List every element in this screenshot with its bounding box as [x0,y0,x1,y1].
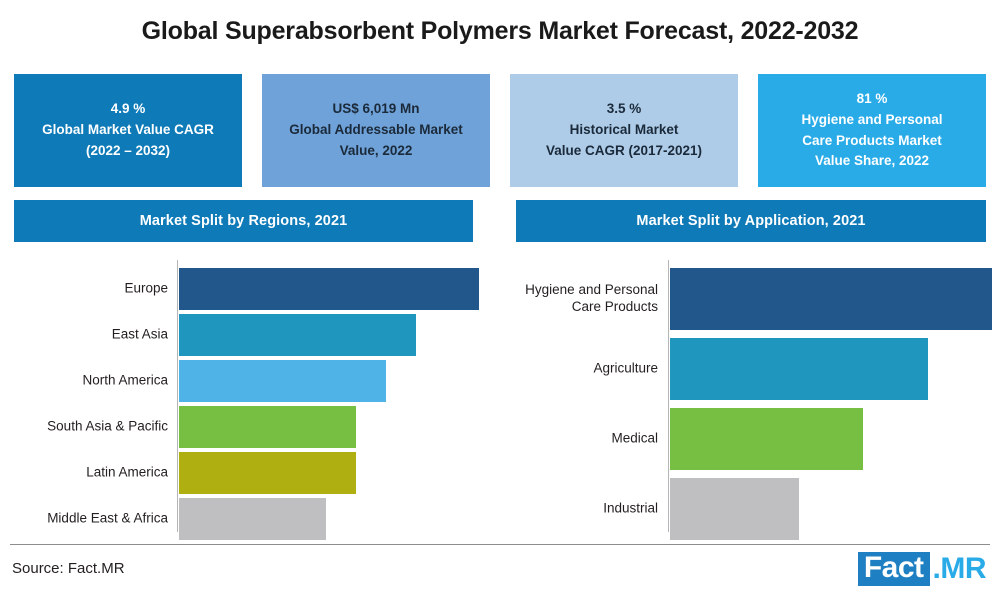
bar-category-label: North America [82,372,168,388]
bar [179,406,356,448]
stat-card-label-line-2: Value CAGR (2017-2021) [545,142,703,158]
stat-card-label-line-1: Global Market Value CAGR [42,122,214,138]
bar-category-label: Middle East & Africa [47,510,168,526]
bar [670,338,928,400]
bar [179,360,386,402]
stat-card-label-line-3: Value Share, 2022 [814,153,930,169]
stat-card-label-line-1: Historical Market [569,122,679,138]
source-label: Source: Fact.MR [12,560,125,577]
stat-card-historical-market-value-cagr: 3.5 % Historical Market Value CAGR (2017… [510,74,738,187]
stat-card-label-line-2: Care Products Market [802,132,942,148]
stat-card-value: 4.9 % [110,101,146,117]
bar [179,452,356,494]
bar [670,478,799,540]
stat-card-global-addressable-market-value: US$ 6,019 Mn Global Addressable Market V… [262,74,490,187]
section-header-regions: Market Split by Regions, 2021 [14,200,473,242]
factmr-logo: Fact .MR [857,552,987,586]
bar [670,268,992,330]
logo-suffix-text: .MR [932,552,987,585]
bar-category-label: South Asia & Pacific [47,418,168,434]
chart-market-split-by-regions: Europe East Asia North America South Asia &… [0,258,500,540]
stat-card-row: 4.9 % Global Market Value CAGR (2022 – 2… [14,74,986,187]
footer-divider [10,544,990,545]
stat-card-value: 3.5 % [606,101,642,117]
stat-card-label-line-1: Global Addressable Market [289,122,463,138]
bar-category-label: Industrial [603,500,658,516]
logo-mark-text: Fact [857,552,930,586]
stat-card-value: 81 % [856,90,888,106]
stat-card-label-line-2: (2022 – 2032) [85,142,171,158]
stat-card-hygiene-market-value-share: 81 % Hygiene and Personal Care Products … [758,74,986,187]
chart-market-split-by-application: Hygiene and Personal Care Products Agricu… [490,258,1000,540]
bar [179,314,416,356]
stat-card-value: US$ 6,019 Mn [332,101,420,117]
page-title: Global Superabsorbent Polymers Market Fo… [141,17,859,45]
stat-card-label-line-2: Value, 2022 [339,142,413,158]
stat-card-global-market-value-cagr: 4.9 % Global Market Value CAGR (2022 – 2… [14,74,242,187]
bar [179,498,326,540]
bar [179,268,479,310]
bar-category-label: Medical [611,430,658,446]
bar-category-label: Europe [124,280,168,296]
chart-axis-line [668,260,669,532]
bar-category-label: Agriculture [593,360,658,376]
bar-category-label: Hygiene and Personal Care Products [525,282,658,314]
bar [670,408,864,470]
bar-category-label: East Asia [111,326,168,342]
stat-card-label-line-1: Hygiene and Personal [801,111,943,127]
bar-category-label: Latin America [86,464,168,480]
chart-axis-line [177,260,178,532]
section-header-application: Market Split by Application, 2021 [516,200,986,242]
